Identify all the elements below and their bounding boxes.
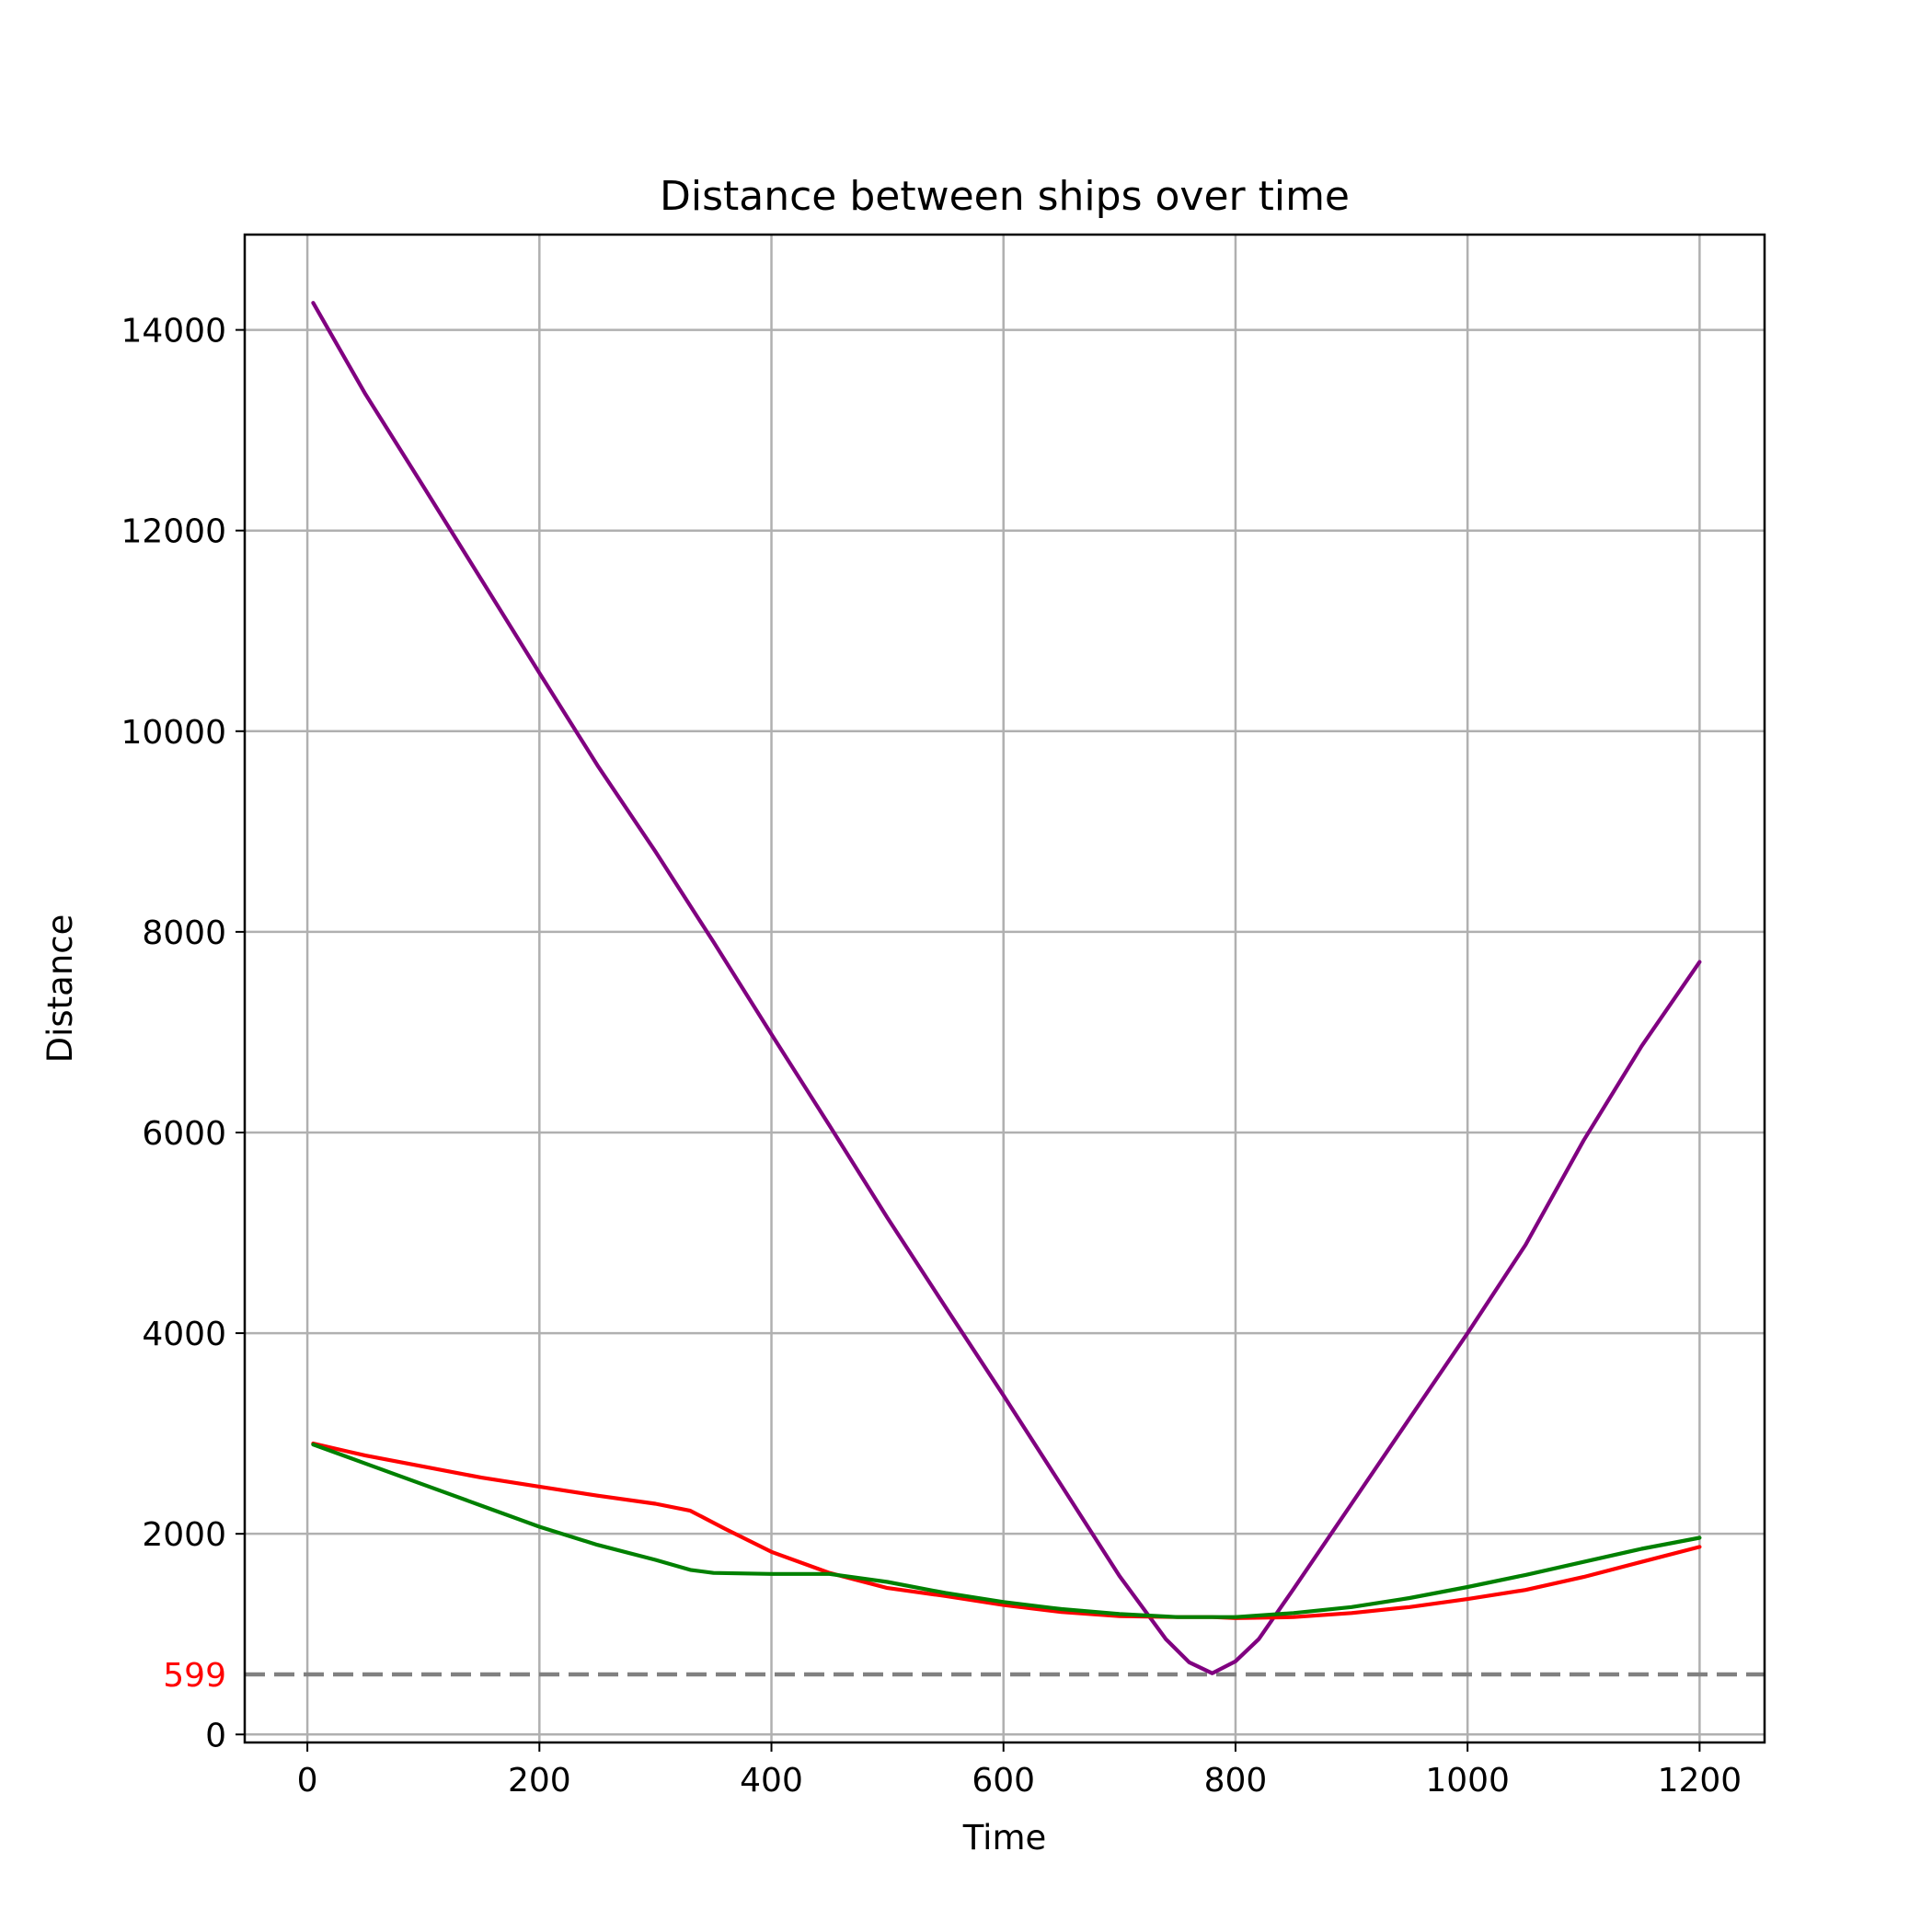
y-tick-label: 14000 — [121, 313, 226, 351]
x-tick-label: 600 — [972, 1762, 1035, 1800]
y-tick-label: 6000 — [142, 1115, 226, 1153]
series-line-3 — [311, 1442, 1702, 1619]
y-tick-label: 8000 — [142, 914, 226, 952]
x-tick-label: 1000 — [1425, 1762, 1510, 1800]
x-tick-label: 400 — [740, 1762, 803, 1800]
reference-line-group: 599 — [163, 1657, 1765, 1695]
y-tick-label: 10000 — [121, 714, 226, 752]
y-tick-label: 4000 — [142, 1316, 226, 1353]
reference-line-label: 599 — [163, 1657, 226, 1695]
plot-frame — [243, 233, 1766, 1744]
series-line-1 — [311, 301, 1702, 1675]
axes: 0 200 400 600 800 1000 12000200040006000800010… — [121, 233, 1766, 1800]
y-tick-label: 2000 — [142, 1516, 226, 1554]
x-axis-title: Time — [962, 1818, 1047, 1857]
series-group — [311, 301, 1702, 1675]
y-tick-label: 12000 — [121, 513, 226, 551]
y-axis-title: Distance — [40, 914, 80, 1064]
series-line-2 — [311, 1441, 1702, 1620]
x-tick-label: 0 — [297, 1762, 318, 1800]
x-tick-label: 800 — [1204, 1762, 1268, 1800]
x-tick-label: 1200 — [1658, 1762, 1742, 1800]
grid — [245, 235, 1765, 1742]
x-tick-label: 200 — [508, 1762, 571, 1800]
chart-title: Distance between ships over time — [660, 173, 1350, 220]
y-tick-label: 0 — [205, 1717, 226, 1754]
